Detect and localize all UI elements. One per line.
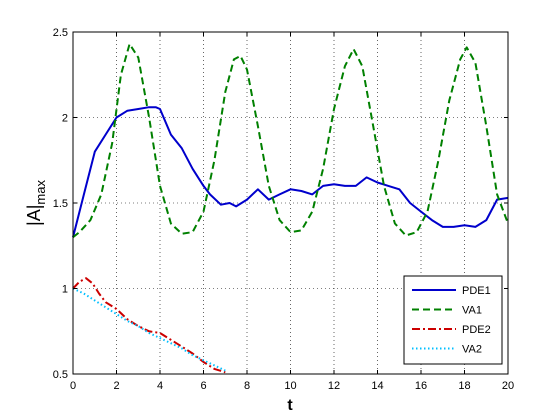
x-tick-label: 4: [157, 380, 163, 392]
legend-label-va2: VA2: [462, 344, 482, 356]
legend-label-pde1: PDE1: [462, 285, 491, 297]
y-tick-label: 0.5: [53, 369, 68, 381]
y-tick-label: 2.5: [53, 27, 68, 39]
legend-label-pde2: PDE2: [462, 324, 491, 336]
series-line-va2: [72, 287, 226, 372]
svg-text:|A|max: |A|max: [24, 180, 48, 226]
y-tick-label: 1.5: [53, 198, 68, 210]
y-axis-label: |A|max: [24, 180, 48, 226]
x-tick-label: 10: [284, 380, 296, 392]
series-line-va1: [72, 43, 509, 238]
legend: PDE1 VA1 PDE2 VA2: [403, 275, 503, 365]
x-tick-label: 12: [328, 380, 340, 392]
ticks: [72, 31, 509, 375]
legend-label-va1: VA1: [462, 305, 482, 317]
x-tick-label: 0: [70, 380, 76, 392]
y-axis-label-main: |A|: [24, 205, 44, 226]
series-line-pde1: [72, 106, 509, 238]
y-tick-label: 1: [62, 284, 68, 296]
tick-labels: 0 2 4 6 8 10 12 14 16 18 20 0.5 1 1.5 2 2.5: [53, 27, 514, 392]
series-layer: [72, 43, 509, 374]
y-tick-label: 2: [62, 113, 68, 125]
x-axis-label: t: [287, 397, 293, 414]
x-tick-label: 8: [244, 380, 250, 392]
series-line-pde2: [72, 277, 226, 374]
x-tick-label: 18: [458, 380, 470, 392]
x-tick-label: 20: [502, 380, 514, 392]
x-tick-label: 14: [371, 380, 383, 392]
y-axis-label-sub: max: [33, 180, 48, 205]
x-tick-label: 6: [200, 380, 206, 392]
x-tick-label: 2: [113, 380, 119, 392]
x-tick-label: 16: [415, 380, 427, 392]
